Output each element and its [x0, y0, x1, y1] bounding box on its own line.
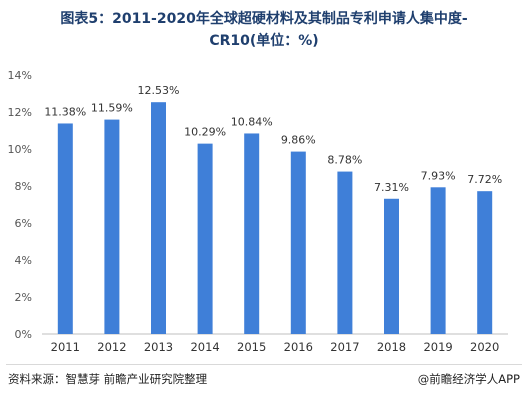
y-tick-label: 6% [15, 217, 32, 230]
bar [244, 133, 260, 334]
data-label: 7.72% [467, 173, 502, 186]
chart-title: 图表5：2011-2020年全球超硬材料及其制品专利申请人集中度- CR10(单… [0, 8, 528, 52]
x-tick-label: 2020 [470, 340, 499, 354]
data-label: 12.53% [138, 84, 180, 97]
x-tick-label: 2015 [237, 340, 266, 354]
data-label: 10.84% [231, 115, 273, 128]
x-tick-label: 2012 [97, 340, 126, 354]
x-tick-label: 2013 [144, 340, 173, 354]
brand-note: @前瞻经济学人APP [417, 372, 520, 386]
y-tick-label: 10% [8, 143, 32, 156]
x-tick-label: 2011 [51, 340, 80, 354]
data-label: 11.38% [44, 105, 86, 118]
y-tick-label: 8% [15, 180, 32, 193]
x-tick-label: 2019 [423, 340, 452, 354]
data-label: 8.78% [327, 154, 362, 167]
bar [337, 171, 353, 334]
bar [430, 187, 446, 334]
x-tick-label: 2018 [377, 340, 406, 354]
chart-title-line1: 图表5：2011-2020年全球超硬材料及其制品专利申请人集中度- [60, 11, 468, 27]
footer-divider [6, 364, 522, 365]
y-tick-label: 12% [8, 106, 32, 119]
bar [104, 119, 120, 335]
bar-layer [57, 102, 493, 335]
x-tick-label: 2017 [330, 340, 359, 354]
data-label: 9.86% [281, 134, 316, 147]
data-label: 7.93% [421, 169, 456, 182]
chart-title-line2: CR10(单位：%) [209, 33, 319, 49]
data-label: 11.59% [91, 102, 133, 115]
data-label: 7.31% [374, 181, 409, 194]
data-label: 10.29% [184, 126, 226, 139]
bar [290, 151, 306, 334]
y-tick-label: 14% [8, 69, 32, 82]
bar [57, 123, 73, 334]
x-tick-label: 2014 [190, 340, 219, 354]
y-tick-label: 4% [15, 254, 32, 267]
bar [197, 143, 213, 334]
y-tick-label: 2% [15, 291, 32, 304]
bar [477, 191, 493, 334]
label-layer: 11.38% 2011 11.59% 2012 12.53% 2013 10.29% 2014… [44, 84, 502, 354]
axis-layer: 0% 2% 4% 6% 8% 10% 12% 14% [8, 69, 508, 341]
y-tick-label: 0% [15, 328, 32, 341]
source-note: 资料来源：智慧芽 前瞻产业研究院整理 [8, 372, 208, 386]
x-tick-label: 2016 [284, 340, 313, 354]
bar [151, 102, 166, 334]
bar [384, 198, 399, 334]
